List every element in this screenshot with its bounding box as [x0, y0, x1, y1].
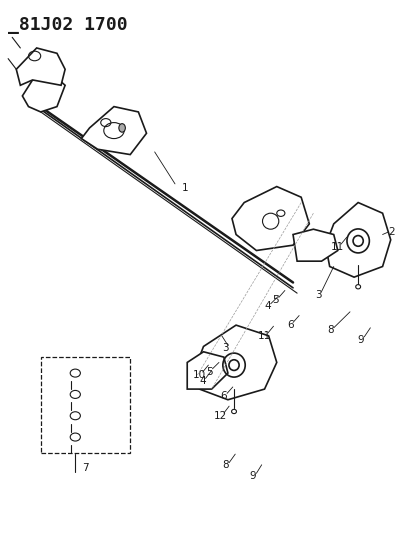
Text: 6: 6: [221, 391, 227, 401]
Text: 4: 4: [264, 301, 271, 311]
Polygon shape: [326, 203, 391, 277]
Polygon shape: [195, 325, 277, 400]
Text: 3: 3: [315, 290, 322, 300]
Text: 8: 8: [223, 461, 229, 470]
Text: 1: 1: [182, 183, 188, 192]
Text: 5: 5: [206, 367, 213, 376]
Polygon shape: [293, 229, 338, 261]
Text: 3: 3: [222, 343, 228, 352]
Text: 11: 11: [258, 331, 271, 341]
Text: 4: 4: [199, 376, 206, 386]
Text: 9: 9: [250, 471, 256, 481]
Text: 12: 12: [214, 411, 227, 421]
Polygon shape: [22, 75, 65, 112]
Polygon shape: [232, 187, 309, 251]
Circle shape: [119, 124, 125, 132]
FancyBboxPatch shape: [41, 357, 130, 453]
Text: _81J02 1700: _81J02 1700: [8, 16, 128, 34]
Text: 11: 11: [331, 242, 344, 252]
Text: 6: 6: [287, 320, 293, 330]
Polygon shape: [187, 352, 228, 389]
Text: 7: 7: [82, 463, 89, 473]
Text: 10: 10: [193, 370, 206, 379]
Text: 2: 2: [389, 227, 395, 237]
Text: 5: 5: [273, 295, 279, 305]
Polygon shape: [81, 107, 147, 155]
Text: 8: 8: [327, 326, 334, 335]
Text: 9: 9: [358, 335, 364, 344]
Polygon shape: [16, 48, 65, 85]
